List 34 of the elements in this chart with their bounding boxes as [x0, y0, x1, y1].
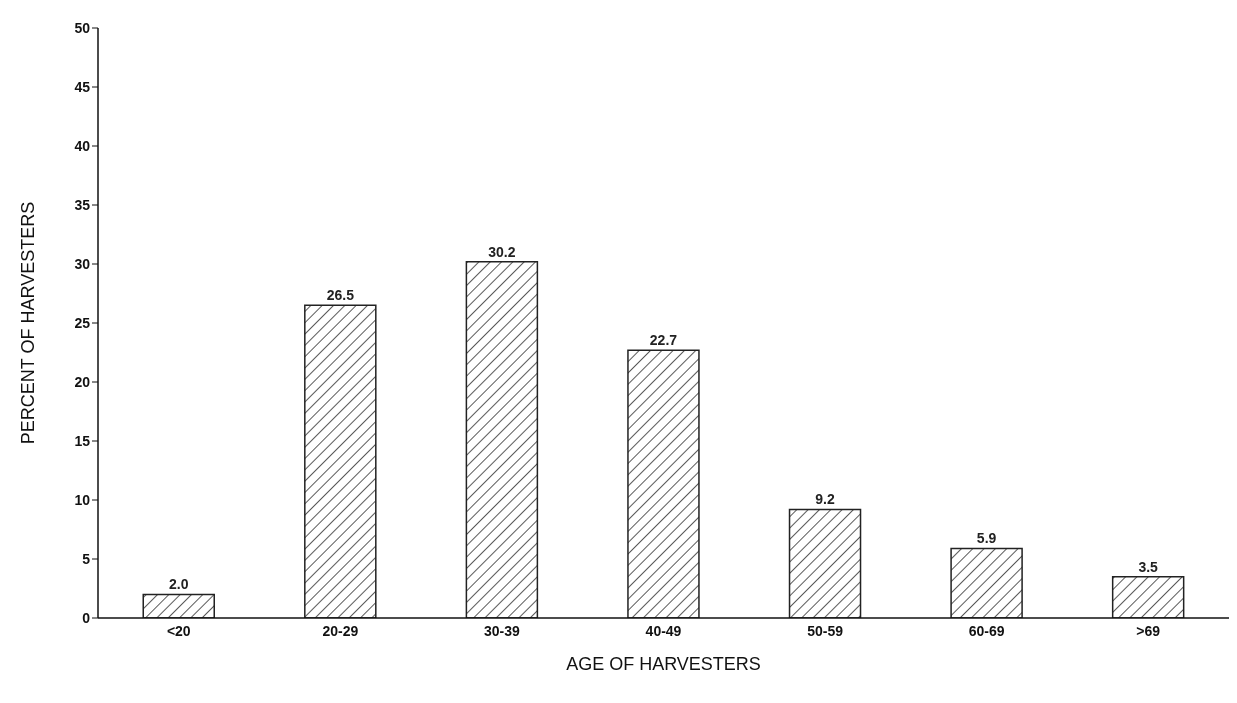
data-label: 22.7 — [649, 332, 678, 349]
y-tick-label: 45 — [74, 78, 91, 95]
x-tick-label: 30-39 — [484, 622, 521, 639]
data-label: 3.5 — [1138, 558, 1159, 575]
data-label: 5.9 — [976, 530, 997, 547]
x-tick-label: 60-69 — [968, 622, 1005, 639]
x-tick-label: <20 — [166, 622, 191, 639]
bar — [1111, 575, 1185, 618]
x-tick-label: 50-59 — [807, 622, 844, 639]
bar — [142, 593, 215, 618]
y-tick-label: 25 — [74, 314, 91, 331]
y-tick-label: 10 — [74, 491, 91, 508]
data-label: 2.0 — [169, 576, 189, 593]
bar — [950, 547, 1023, 618]
y-tick-label: 50 — [74, 19, 91, 36]
bar — [627, 349, 700, 618]
y-tick-label: 30 — [74, 255, 91, 272]
data-label: 30.2 — [488, 243, 516, 260]
bar — [465, 260, 539, 618]
y-tick-label: 40 — [74, 137, 91, 154]
bar — [788, 508, 862, 618]
x-tick-label: 20-29 — [322, 622, 359, 639]
y-tick-label: 15 — [74, 432, 91, 449]
data-label: 9.2 — [815, 491, 835, 508]
data-label: 26.5 — [326, 287, 355, 304]
y-tick-label: 35 — [74, 196, 91, 213]
bar — [304, 304, 377, 618]
y-tick-label: 20 — [74, 373, 91, 390]
y-tick-label: 5 — [82, 550, 91, 567]
y-axis-title: PERCENT OF HARVESTERS — [18, 201, 39, 445]
x-axis-title: AGE OF HARVESTERS — [566, 654, 761, 674]
y-tick-label: 0 — [82, 609, 91, 626]
x-tick-label: 40-49 — [645, 622, 682, 639]
x-tick-label: >69 — [1136, 622, 1161, 639]
